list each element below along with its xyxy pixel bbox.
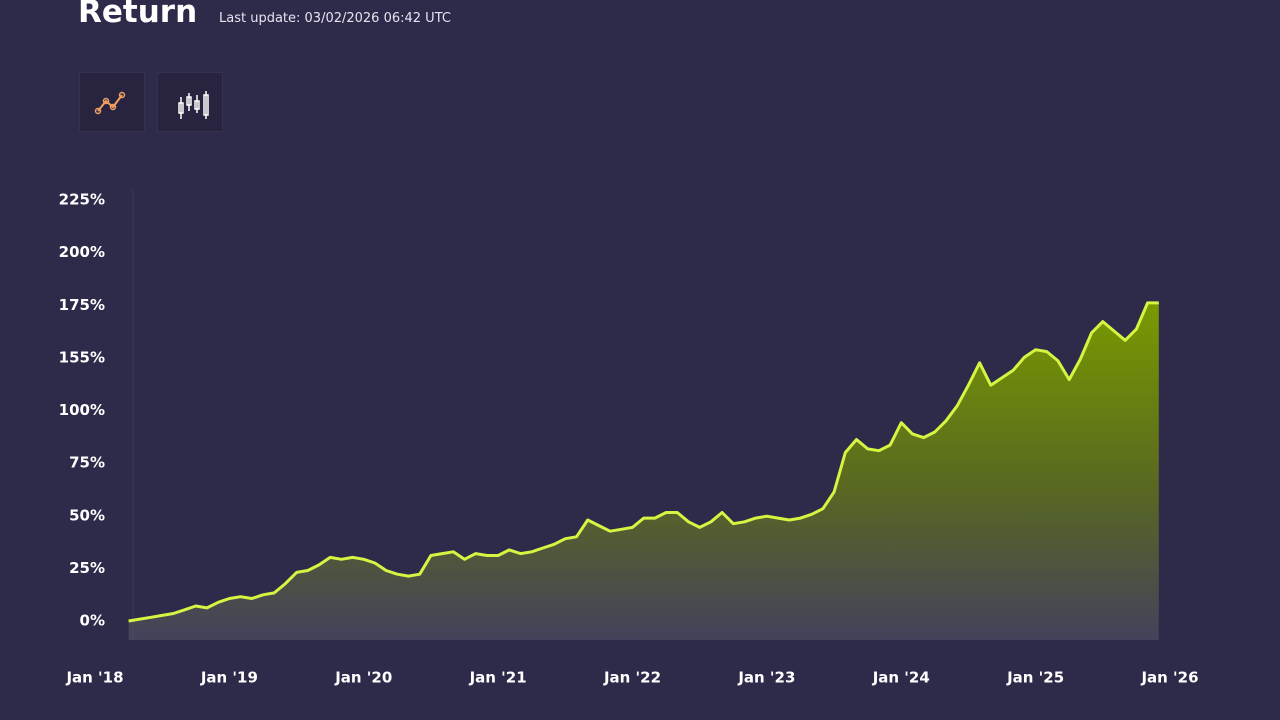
y-tick-label: 50% [69, 506, 105, 524]
y-tick-label: 25% [69, 559, 105, 577]
x-tick-label: Jan '20 [334, 669, 392, 687]
x-tick-label: Jan '18 [65, 669, 123, 687]
x-tick-label: Jan '19 [200, 669, 258, 687]
y-tick-label: 175% [59, 296, 105, 314]
x-tick-label: Jan '25 [1006, 669, 1064, 687]
y-tick-label: 100% [59, 401, 105, 419]
y-tick-label: 75% [69, 454, 105, 472]
x-tick-label: Jan '26 [1140, 669, 1198, 687]
line-chart-button[interactable] [79, 72, 145, 132]
line-icon [94, 91, 126, 115]
candlestick-button[interactable] [157, 72, 223, 132]
x-tick-label: Jan '22 [603, 669, 661, 687]
x-tick-label: Jan '23 [737, 669, 795, 687]
y-tick-label: 225% [59, 191, 105, 209]
y-tick-label: 155% [59, 348, 105, 366]
y-tick-label: 200% [59, 243, 105, 261]
return-line [128, 301, 1159, 623]
y-tick-label: 0% [80, 612, 105, 630]
x-tick-label: Jan '21 [469, 669, 527, 687]
candlestick-icon [178, 91, 209, 119]
last-update: Last update: 03/02/2026 06:42 UTC [219, 11, 451, 26]
area-fill [128, 302, 1159, 640]
page-title: Return [78, 0, 198, 30]
x-tick-label: Jan '24 [872, 669, 930, 687]
